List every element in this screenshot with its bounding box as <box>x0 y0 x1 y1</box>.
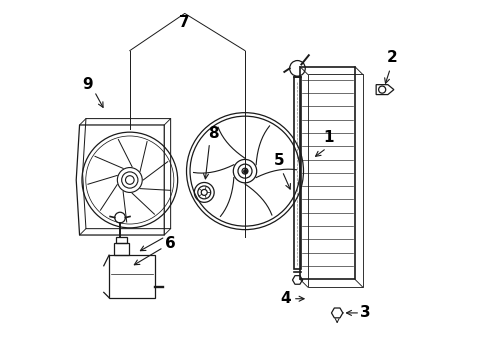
Text: 4: 4 <box>280 291 291 306</box>
Bar <box>116 237 127 243</box>
Text: 3: 3 <box>360 305 371 320</box>
Bar <box>114 243 128 255</box>
Text: 6: 6 <box>165 236 176 251</box>
Text: 7: 7 <box>179 15 190 30</box>
Text: 5: 5 <box>273 153 284 168</box>
Text: 2: 2 <box>387 50 397 65</box>
Text: 9: 9 <box>82 77 93 92</box>
Bar <box>300 67 355 279</box>
Bar <box>308 75 363 287</box>
Bar <box>109 255 155 298</box>
Text: 8: 8 <box>208 126 219 141</box>
Bar <box>294 77 301 269</box>
Text: 1: 1 <box>323 130 334 145</box>
